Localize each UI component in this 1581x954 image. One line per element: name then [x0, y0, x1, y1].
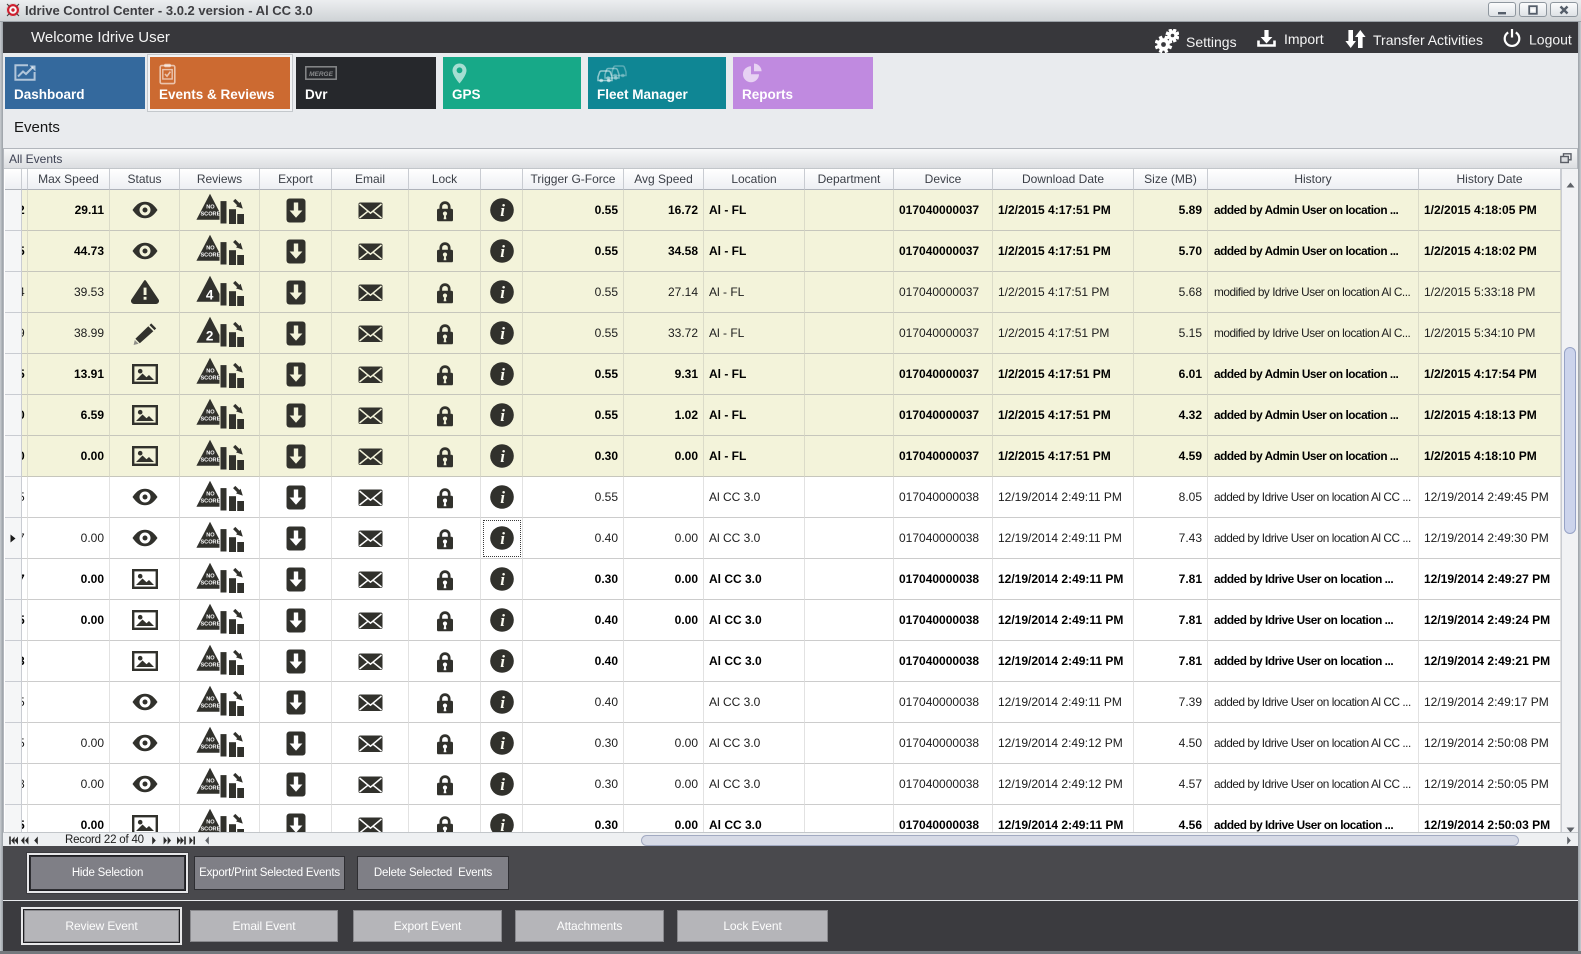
svg-text:SCORE: SCORE	[200, 417, 220, 423]
svg-text:NO: NO	[206, 246, 215, 252]
svg-text:SCORE: SCORE	[200, 622, 220, 628]
svg-text:SCORE: SCORE	[200, 376, 220, 382]
svg-text:i: i	[500, 734, 505, 753]
svg-text:MERGE: MERGE	[309, 71, 334, 78]
svg-text:i: i	[500, 283, 505, 302]
svg-text:SCORE: SCORE	[200, 540, 220, 546]
svg-text:i: i	[500, 570, 505, 589]
svg-text:SCORE: SCORE	[200, 253, 220, 259]
svg-text:i: i	[500, 406, 505, 425]
svg-text:4: 4	[205, 288, 213, 303]
svg-text:i: i	[500, 529, 505, 548]
svg-text:NO: NO	[206, 656, 215, 662]
svg-text:SCORE: SCORE	[200, 212, 220, 218]
svg-text:i: i	[500, 652, 505, 671]
svg-text:2: 2	[205, 329, 213, 344]
svg-text:i: i	[500, 488, 505, 507]
svg-text:NO: NO	[206, 492, 215, 498]
svg-text:NO: NO	[206, 410, 215, 416]
svg-text:i: i	[500, 324, 505, 343]
svg-text:SCORE: SCORE	[200, 827, 220, 832]
svg-text:i: i	[500, 611, 505, 630]
svg-text:SCORE: SCORE	[200, 704, 220, 710]
svg-text:NO: NO	[206, 574, 215, 580]
svg-text:i: i	[500, 775, 505, 794]
svg-text:i: i	[500, 242, 505, 261]
svg-text:i: i	[500, 201, 505, 220]
svg-text:NO: NO	[206, 205, 215, 211]
svg-text:NO: NO	[206, 738, 215, 744]
svg-text:SCORE: SCORE	[200, 499, 220, 505]
svg-text:NO: NO	[206, 533, 215, 539]
svg-text:i: i	[500, 447, 505, 466]
svg-text:NO: NO	[206, 779, 215, 785]
svg-text:i: i	[500, 693, 505, 712]
svg-text:SCORE: SCORE	[200, 745, 220, 751]
svg-text:NO: NO	[206, 369, 215, 375]
svg-text:SCORE: SCORE	[200, 786, 220, 792]
svg-text:SCORE: SCORE	[200, 581, 220, 587]
svg-text:SCORE: SCORE	[200, 458, 220, 464]
svg-text:i: i	[500, 816, 505, 832]
svg-text:NO: NO	[206, 820, 215, 826]
svg-text:i: i	[500, 365, 505, 384]
svg-text:NO: NO	[206, 697, 215, 703]
svg-text:NO: NO	[206, 615, 215, 621]
svg-text:SCORE: SCORE	[200, 663, 220, 669]
svg-text:NO: NO	[206, 451, 215, 457]
